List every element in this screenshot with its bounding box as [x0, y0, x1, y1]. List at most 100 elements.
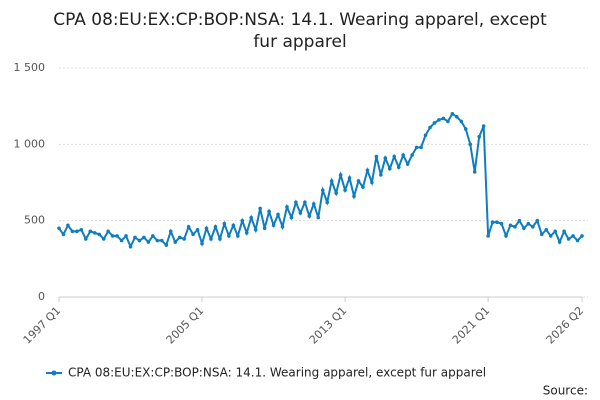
point — [566, 237, 571, 241]
point — [137, 238, 142, 243]
point — [204, 226, 209, 231]
point — [423, 133, 428, 137]
point — [155, 238, 160, 243]
point — [151, 234, 155, 238]
point — [289, 215, 294, 220]
point — [437, 118, 441, 122]
point — [361, 185, 365, 189]
point — [115, 234, 119, 238]
point — [526, 221, 531, 226]
point — [401, 153, 405, 157]
point — [128, 244, 133, 249]
point — [303, 200, 307, 205]
point — [177, 235, 182, 240]
y-tick-label: 500 — [24, 214, 45, 227]
legend-marker — [51, 370, 57, 376]
point — [164, 243, 169, 247]
source-note: Source: — [543, 384, 588, 398]
point — [209, 237, 213, 241]
point — [557, 240, 562, 244]
chart-title: fur apparel — [253, 32, 346, 52]
point — [57, 226, 61, 231]
point — [352, 194, 356, 199]
point — [455, 115, 459, 119]
point — [325, 200, 330, 205]
point — [146, 240, 151, 244]
point — [133, 235, 137, 240]
point — [459, 119, 464, 124]
point — [513, 224, 517, 229]
x-tick-label: 2005 Q1 — [164, 304, 207, 347]
point — [231, 223, 236, 228]
x-tick-label: 2013 Q1 — [307, 304, 350, 347]
point — [75, 229, 79, 234]
point — [124, 234, 128, 238]
chart-title: CPA 08:EU:EX:CP:BOP:NSA: 14.1. Wearing a… — [53, 10, 547, 30]
point — [580, 234, 584, 238]
point — [446, 119, 450, 124]
y-tick-label: 0 — [38, 290, 45, 303]
point — [200, 241, 204, 246]
point — [101, 237, 106, 241]
point — [441, 116, 446, 121]
point — [495, 220, 499, 224]
point — [504, 234, 508, 238]
point — [262, 226, 267, 231]
point — [240, 218, 245, 223]
point — [236, 234, 240, 238]
point — [490, 220, 495, 224]
point — [553, 229, 557, 234]
point — [186, 224, 191, 229]
point — [374, 154, 379, 159]
point — [106, 229, 110, 234]
point — [244, 231, 249, 235]
point — [142, 235, 146, 240]
point — [468, 142, 473, 147]
point — [370, 180, 374, 185]
point — [218, 237, 222, 241]
point — [249, 215, 254, 220]
point — [544, 228, 549, 232]
point — [84, 237, 88, 241]
point — [562, 229, 566, 234]
point — [571, 234, 575, 238]
x-tick-label: 2021 Q1 — [450, 304, 493, 347]
point — [97, 232, 102, 237]
point — [522, 226, 526, 231]
point — [531, 224, 535, 229]
y-tick-label: 1 500 — [14, 61, 46, 74]
point — [329, 179, 334, 183]
point — [88, 229, 93, 234]
point — [517, 218, 522, 223]
point — [575, 238, 580, 243]
point — [258, 206, 262, 211]
point — [222, 221, 227, 226]
legend-label: CPA 08:EU:EX:CP:BOP:NSA: 14.1. Wearing a… — [68, 366, 486, 380]
point — [539, 232, 544, 237]
point — [227, 234, 231, 238]
y-tick-label: 1 000 — [14, 137, 46, 150]
point — [419, 145, 423, 150]
point — [267, 209, 271, 214]
point — [548, 234, 553, 238]
point — [253, 228, 258, 232]
point — [450, 112, 455, 116]
point — [160, 238, 164, 243]
point — [173, 240, 178, 244]
point — [182, 237, 186, 241]
point — [298, 211, 303, 215]
point — [405, 162, 410, 166]
point — [276, 212, 280, 217]
x-tick-label: 1997 Q1 — [21, 304, 64, 347]
point — [463, 127, 468, 131]
point — [92, 231, 97, 235]
point — [365, 168, 370, 173]
x-tick-label: 2026 Q2 — [544, 304, 587, 347]
point — [213, 224, 218, 229]
point — [387, 166, 392, 171]
point — [79, 228, 84, 232]
point — [168, 229, 173, 234]
point — [481, 124, 486, 128]
point — [379, 173, 383, 177]
